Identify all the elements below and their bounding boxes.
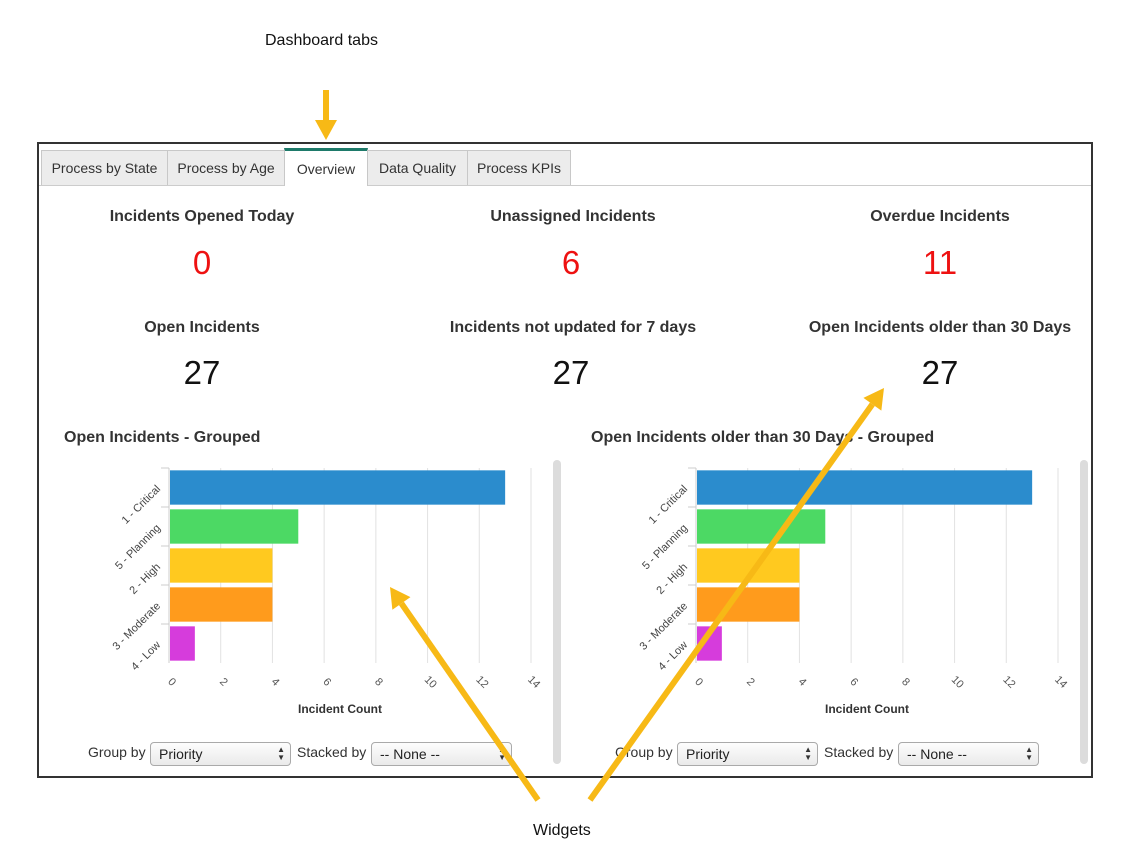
x-tick-label: 4 bbox=[269, 676, 282, 689]
x-tick-label: 6 bbox=[320, 676, 333, 689]
y-category-label: 1 - Critical bbox=[647, 483, 690, 526]
kpi-value-not-updated[interactable]: 27 bbox=[552, 354, 590, 391]
widget-title-grouped: Open Incidents - Grouped bbox=[64, 429, 261, 446]
widget-scrollbar[interactable] bbox=[553, 460, 561, 764]
x-tick-label: 2 bbox=[744, 676, 757, 689]
kpi-value-open-incidents[interactable]: 27 bbox=[183, 354, 221, 391]
group-by-value: Priority bbox=[159, 746, 203, 762]
tab-process-by-state[interactable]: Process by State bbox=[41, 150, 168, 185]
kpi-title-open-incidents: Open Incidents bbox=[144, 319, 260, 336]
group-by-value: Priority bbox=[686, 746, 730, 762]
select-arrows-icon: ▲ ▼ bbox=[277, 745, 285, 762]
kpi-value-unassigned[interactable]: 6 bbox=[561, 244, 581, 281]
bar[interactable] bbox=[170, 509, 299, 544]
kpi-value-opened-today[interactable]: 0 bbox=[192, 244, 212, 281]
widget-scrollbar[interactable] bbox=[1080, 460, 1088, 764]
tab-data-quality[interactable]: Data Quality bbox=[367, 150, 468, 185]
y-category-label: 1 - Critical bbox=[120, 483, 163, 526]
x-tick-label: 12 bbox=[473, 674, 490, 691]
bar[interactable] bbox=[697, 470, 1033, 505]
kpi-title-opened-today: Incidents Opened Today bbox=[109, 208, 295, 225]
select-arrows-icon: ▲ ▼ bbox=[1025, 745, 1033, 762]
group-by-select[interactable]: Priority ▲ ▼ bbox=[677, 742, 818, 766]
bar[interactable] bbox=[170, 548, 273, 583]
tab-process-by-age[interactable]: Process by Age bbox=[167, 150, 285, 185]
y-category-label: 2 - High bbox=[127, 561, 163, 597]
y-category-label: 2 - High bbox=[654, 561, 690, 597]
kpi-title-not-updated: Incidents not updated for 7 days bbox=[449, 319, 697, 336]
bar[interactable] bbox=[170, 626, 195, 661]
x-tick-label: 12 bbox=[1000, 674, 1017, 691]
bar[interactable] bbox=[170, 470, 506, 505]
dashboard-panel: Process by State Process by Age Overview… bbox=[37, 142, 1093, 778]
stacked-by-select[interactable]: -- None -- ▲ ▼ bbox=[898, 742, 1039, 766]
x-tick-label: 0 bbox=[165, 676, 178, 689]
kpi-title-older-30-days: Open Incidents older than 30 Days bbox=[808, 319, 1072, 336]
x-tick-label: 8 bbox=[372, 676, 385, 689]
stacked-by-value: -- None -- bbox=[380, 746, 440, 762]
x-tick-label: 10 bbox=[949, 674, 966, 691]
widgets-callout: Widgets bbox=[533, 822, 591, 839]
arrow-to-tabs-icon bbox=[315, 90, 337, 140]
stacked-by-value: -- None -- bbox=[907, 746, 967, 762]
x-axis-label: Incident Count bbox=[825, 702, 909, 716]
tab-overview[interactable]: Overview bbox=[284, 148, 368, 186]
x-tick-label: 4 bbox=[796, 676, 809, 689]
x-tick-label: 6 bbox=[847, 676, 860, 689]
bar[interactable] bbox=[697, 587, 800, 622]
group-by-select[interactable]: Priority ▲ ▼ bbox=[150, 742, 291, 766]
x-tick-label: 8 bbox=[899, 676, 912, 689]
dashboard-tabs-callout: Dashboard tabs bbox=[265, 32, 378, 49]
kpi-title-overdue: Overdue Incidents bbox=[870, 208, 1010, 225]
y-category-label: 4 - Low bbox=[129, 639, 163, 673]
x-tick-label: 2 bbox=[217, 676, 230, 689]
stacked-by-select[interactable]: -- None -- ▲ ▼ bbox=[371, 742, 512, 766]
bar[interactable] bbox=[697, 509, 826, 544]
bar[interactable] bbox=[170, 587, 273, 622]
x-tick-label: 14 bbox=[1052, 674, 1069, 691]
stacked-by-label: Stacked by bbox=[297, 744, 367, 760]
group-by-label: Group by bbox=[88, 744, 146, 760]
kpi-title-unassigned: Unassigned Incidents bbox=[490, 208, 656, 225]
widget-title-older-grouped: Open Incidents older than 30 Days - Grou… bbox=[591, 429, 935, 446]
x-tick-label: 14 bbox=[525, 674, 542, 691]
x-tick-label: 10 bbox=[422, 674, 439, 691]
x-axis-label: Incident Count bbox=[298, 702, 382, 716]
kpi-value-overdue[interactable]: 11 bbox=[922, 244, 958, 281]
bar[interactable] bbox=[697, 548, 800, 583]
select-arrows-icon: ▲ ▼ bbox=[804, 745, 812, 762]
bar[interactable] bbox=[697, 626, 722, 661]
stacked-by-label: Stacked by bbox=[824, 744, 894, 760]
tab-process-kpis[interactable]: Process KPIs bbox=[467, 150, 571, 185]
group-by-label: Group by bbox=[615, 744, 673, 760]
kpi-value-older-30-days[interactable]: 27 bbox=[921, 354, 959, 391]
tab-bar: Process by State Process by Age Overview… bbox=[39, 144, 1091, 186]
select-arrows-icon: ▲ ▼ bbox=[498, 745, 506, 762]
x-tick-label: 0 bbox=[692, 676, 705, 689]
y-category-label: 4 - Low bbox=[656, 639, 690, 673]
